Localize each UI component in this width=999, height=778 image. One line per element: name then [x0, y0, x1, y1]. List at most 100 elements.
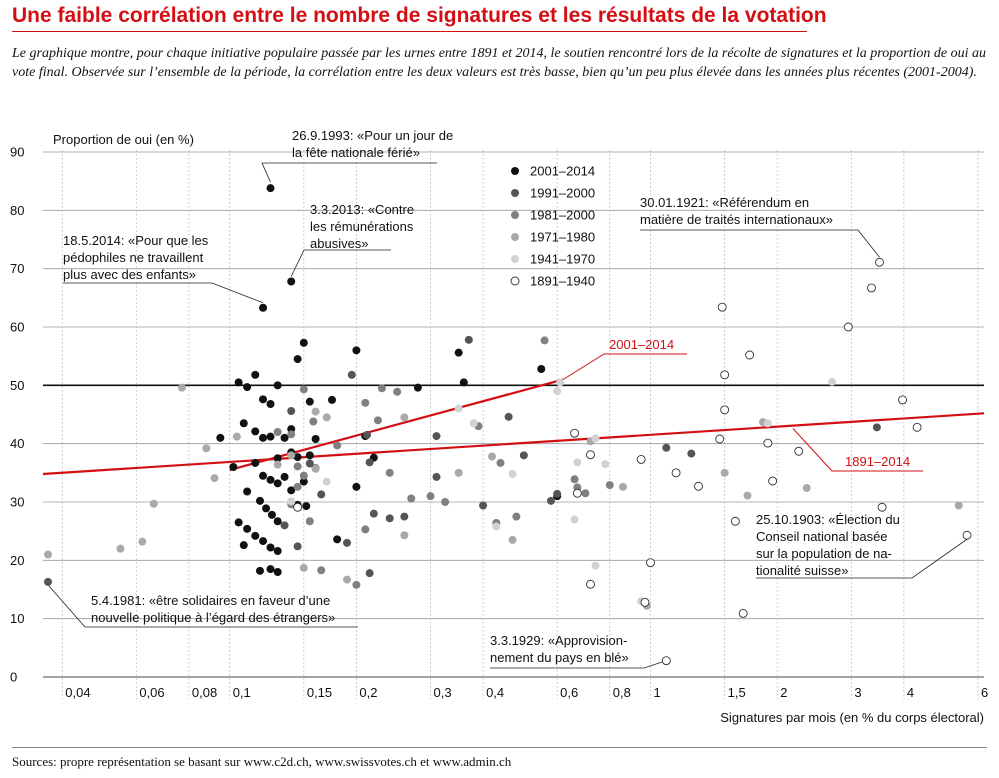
data-point [512, 512, 521, 521]
data-point [413, 383, 422, 392]
data-point [802, 484, 811, 492]
annotation-leader [63, 282, 264, 304]
data-point [251, 370, 260, 379]
data-point [361, 398, 370, 407]
data-point [954, 501, 963, 510]
trend-label-leader [792, 428, 923, 472]
data-point [553, 489, 562, 498]
data-point [720, 370, 730, 380]
annotation-line: pédophiles ne travaillent [63, 250, 204, 265]
data-point [266, 432, 275, 441]
data-point [273, 479, 282, 488]
data-point [243, 383, 252, 392]
annotation-line: 3.3.2013: «Contre [310, 202, 414, 217]
trend-line-label: 1891–2014 [845, 454, 910, 469]
legend-label: 1991–2000 [530, 186, 595, 201]
x-tick-label: 1,5 [728, 685, 746, 700]
data-point [299, 563, 308, 572]
annotation-line: 25.10.1903: «Élection du [756, 512, 900, 527]
legend: 2001–2014 1991–2000 1981–2000 1971–1980 1941… [510, 164, 595, 289]
data-point [273, 568, 282, 576]
data-point [234, 378, 243, 387]
data-point [687, 449, 696, 458]
legend-marker [511, 189, 519, 197]
data-point [454, 348, 463, 357]
data-point [441, 498, 450, 506]
data-point [570, 428, 580, 438]
data-point [377, 384, 386, 393]
data-point [266, 543, 275, 552]
data-point [293, 453, 302, 462]
data-point [287, 277, 296, 286]
data-point [255, 496, 264, 505]
legend-marker [511, 167, 519, 175]
data-point [570, 515, 579, 524]
data-point [287, 451, 296, 460]
legend-marker [511, 255, 519, 263]
data-point [487, 452, 496, 461]
y-tick-label: 50 [10, 378, 24, 393]
data-point [393, 387, 402, 396]
data-point [605, 481, 614, 490]
data-point [720, 405, 730, 415]
axes: 0 10 20 30 40 50 60 70 80 90 0,04 0,06 0,08 0,1 0,15 0,… [10, 132, 988, 725]
data-point [730, 516, 740, 526]
data-point [794, 446, 804, 456]
annotation-leader [290, 249, 391, 277]
data-point [280, 433, 289, 442]
data-point [877, 502, 887, 512]
data-point [138, 537, 147, 546]
x-tick-label: 0,1 [233, 685, 251, 700]
data-point [570, 475, 579, 484]
data-point [867, 283, 876, 293]
data-point [519, 451, 528, 460]
data-point [273, 547, 282, 555]
data-point [400, 531, 409, 540]
data-point [299, 338, 308, 347]
data-point [299, 471, 308, 480]
x-tick-label: 0,8 [613, 685, 631, 700]
legend-marker [510, 276, 520, 286]
data-point [251, 427, 260, 436]
data-point [426, 492, 435, 501]
legend-label: 1981–2000 [530, 208, 595, 223]
data-point [293, 502, 303, 512]
chart-description: Le graphique montre, pour chaque initiat… [12, 46, 987, 80]
data-point [317, 490, 326, 499]
data-point [591, 434, 600, 443]
data-point [581, 489, 590, 498]
x-axis-title: Signatures par mois (en % du corps élect… [720, 710, 984, 725]
data-point [243, 524, 252, 533]
annotation-text: 3.3.2013: «Contre les rémunérations abusiv… [310, 202, 414, 251]
annotation-text: 18.5.2014: «Pour que les pédophiles ne tr… [63, 233, 209, 282]
data-point [591, 561, 600, 570]
data-point [365, 458, 374, 467]
data-point [266, 184, 275, 193]
data-point [302, 502, 311, 511]
legend-label: 1971–1980 [530, 230, 595, 245]
data-point [508, 470, 517, 478]
data-point [454, 404, 463, 413]
data-point [280, 521, 289, 530]
legend-marker [511, 211, 519, 219]
data-point [720, 468, 729, 477]
data-point [333, 441, 342, 450]
data-point [432, 432, 441, 441]
data-point [243, 487, 252, 496]
data-point [210, 474, 219, 483]
data-point [234, 518, 243, 527]
data-point [496, 458, 505, 467]
data-point [618, 482, 627, 491]
data-point [262, 504, 271, 513]
x-tick-label: 2 [780, 685, 787, 700]
data-point [239, 541, 248, 550]
data-point [251, 531, 260, 540]
y-tick-label: 10 [10, 611, 24, 626]
data-point [843, 322, 853, 332]
annotation-line: 30.01.1921: «Référendum en [640, 195, 809, 210]
trend-lines: 2001–2014 1891–2014 [42, 337, 985, 476]
annotation-line: 26.9.1993: «Pour un jour de [292, 128, 453, 143]
data-point [293, 482, 302, 491]
annotation-text: 25.10.1903: «Élection du Conseil national… [756, 512, 900, 578]
